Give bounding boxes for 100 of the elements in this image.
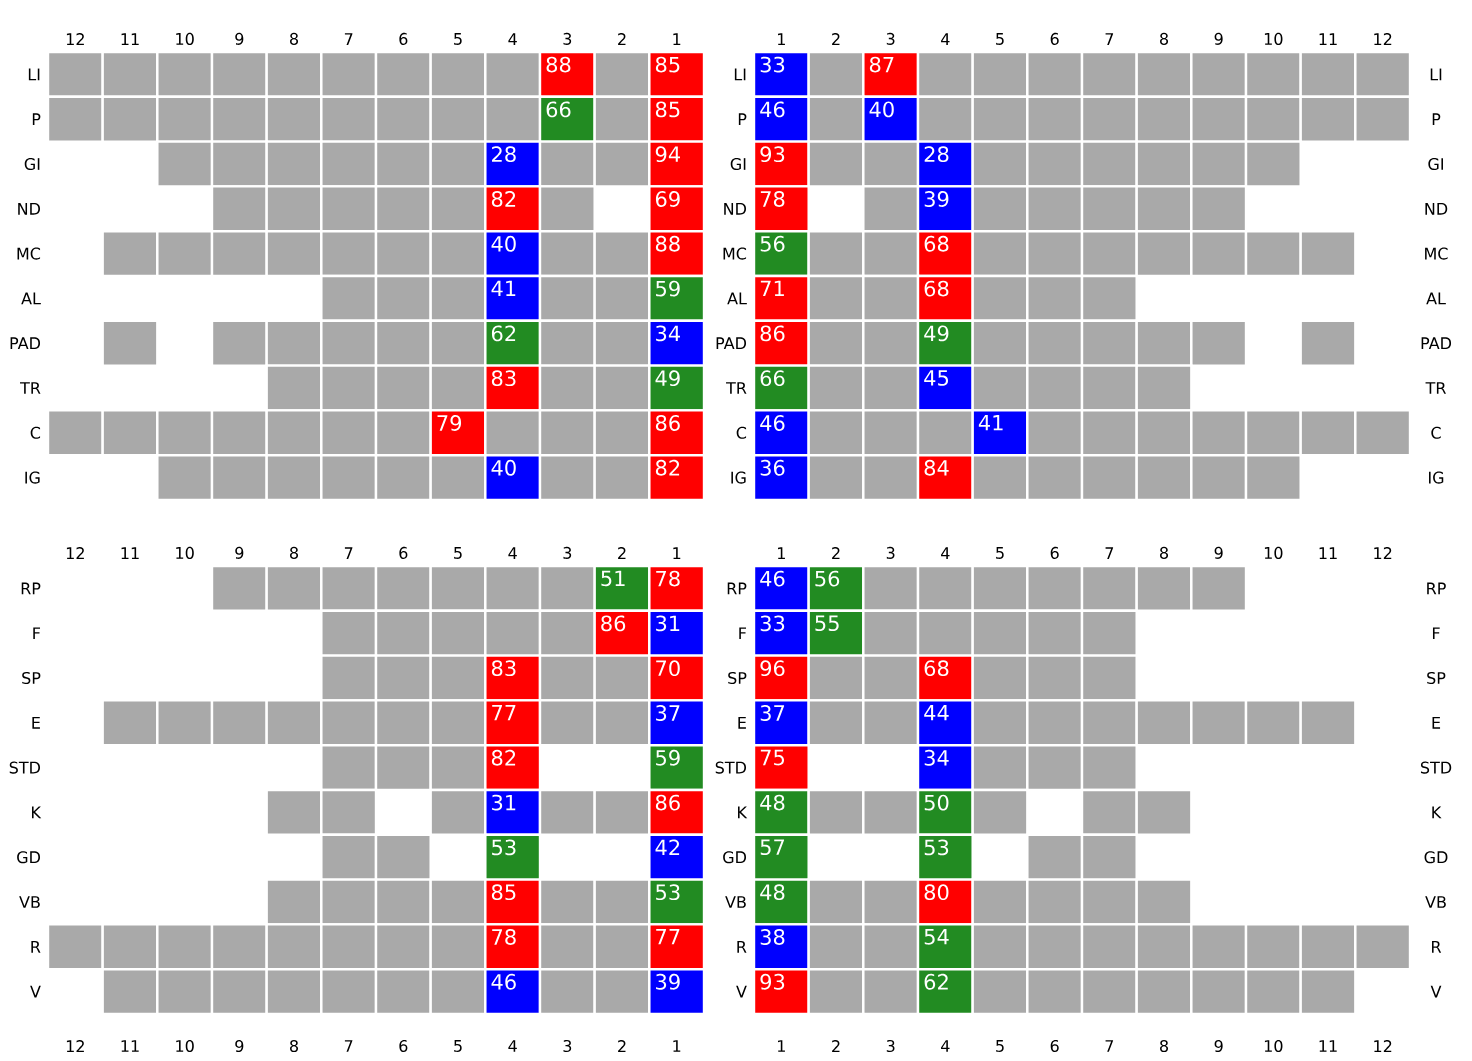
x-tick-label: 12 <box>66 547 84 559</box>
data-label: 28 <box>492 146 516 163</box>
data-label: 80 <box>924 884 949 901</box>
x-tick-label: 4 <box>508 33 517 45</box>
y-tick-label: SP <box>728 671 747 685</box>
category-label: 5 <box>454 1040 462 1052</box>
x-tick-label: 7 <box>344 33 353 45</box>
data-label: 85 <box>491 884 516 901</box>
x-tick-label: 6 <box>1050 32 1059 45</box>
data-label: 86 <box>655 415 680 431</box>
y2-tick-label: STD <box>1420 761 1452 774</box>
y-tick-label: LI <box>28 68 40 81</box>
x-tick-label: 1 <box>673 547 681 559</box>
data-label: 46 <box>760 101 785 118</box>
data-label: 53 <box>492 839 516 856</box>
data-label: 49 <box>655 370 680 387</box>
y-tick-label: VB <box>19 896 40 908</box>
y2-tick-label: GD <box>1424 851 1448 864</box>
data-label: 53 <box>656 884 680 901</box>
y2-tick-label: GI <box>1428 157 1443 171</box>
data-label: 59 <box>656 749 680 766</box>
data-label: 37 <box>760 705 785 721</box>
x-tick-label: 8 <box>1160 546 1169 559</box>
data-label: 83 <box>491 370 516 387</box>
data-label: 57 <box>760 839 785 856</box>
x-tick-label: 10 <box>1264 32 1283 45</box>
y-tick-label: TR <box>726 382 747 394</box>
data-label: 93 <box>760 973 785 990</box>
y-tick-label: P <box>32 113 41 126</box>
category-label: 7 <box>1105 1040 1114 1052</box>
x-tick-label: 10 <box>176 546 194 559</box>
x-tick-label: 4 <box>941 33 950 45</box>
y-tick-label: STD <box>9 761 41 774</box>
x-tick-label: 11 <box>121 547 139 559</box>
y-tick-label: ND <box>18 202 40 215</box>
data-label: 40 <box>869 101 894 118</box>
data-label: 42 <box>655 839 680 856</box>
x-tick-label: 6 <box>1050 546 1059 559</box>
data-label: 59 <box>656 280 680 297</box>
data-label: 87 <box>869 56 894 73</box>
category-label: 3 <box>886 1039 895 1053</box>
data-label: 44 <box>924 705 949 721</box>
y2-tick-label: P <box>1432 113 1441 126</box>
y-tick-label: ND <box>724 202 747 215</box>
data-label: 86 <box>760 325 785 342</box>
y2-tick-label: PAD <box>1421 337 1452 350</box>
y-tick-label: K <box>738 806 748 819</box>
data-label: 46 <box>760 415 785 431</box>
y-tick-label: SP <box>22 671 41 685</box>
x-tick-label: 2 <box>832 547 840 559</box>
data-label: 86 <box>655 794 680 811</box>
y-tick-label: MC <box>723 247 747 260</box>
data-label: 82 <box>655 459 680 476</box>
y2-tick-label: SP <box>1427 671 1446 685</box>
category-label: 1 <box>778 1040 785 1052</box>
data-label: 56 <box>760 235 785 252</box>
y-tick-label: GI <box>24 157 40 171</box>
data-label: 77 <box>656 929 680 945</box>
data-label: 40 <box>491 235 516 252</box>
x-tick-label: 5 <box>996 547 1004 559</box>
data-label: 78 <box>492 929 516 945</box>
y-tick-label: C <box>30 426 41 439</box>
data-label: 33 <box>760 615 785 632</box>
x-tick-label: 9 <box>1214 32 1223 45</box>
category-label: 9 <box>1214 1039 1223 1053</box>
y2-tick-label: RP <box>1427 582 1446 595</box>
data-label: 68 <box>924 660 949 677</box>
x-tick-label: 1 <box>778 33 785 45</box>
y2-tick-label: V <box>1430 985 1442 998</box>
data-label: 38 <box>760 929 785 945</box>
y2-tick-label: VB <box>1425 896 1446 908</box>
y-tick-label: AL <box>727 292 747 305</box>
category-label: 10 <box>1264 1039 1283 1053</box>
x-tick-label: 5 <box>454 547 462 559</box>
data-label: 48 <box>760 794 785 811</box>
y-tick-label: IG <box>731 471 746 484</box>
x-tick-label: 5 <box>454 33 462 45</box>
data-label: 39 <box>924 191 949 207</box>
y-tick-label: TR <box>20 382 41 394</box>
y-tick-label: F <box>739 627 747 640</box>
y2-tick-label: TR <box>1425 382 1447 394</box>
data-label: 39 <box>656 973 680 990</box>
data-label: 28 <box>924 146 949 163</box>
x-tick-label: 11 <box>1319 547 1337 559</box>
y2-tick-label: C <box>1431 426 1441 439</box>
category-label: 2 <box>618 1040 626 1052</box>
data-label: 46 <box>760 570 785 587</box>
x-tick-label: 7 <box>344 547 353 559</box>
data-label: 82 <box>491 749 516 766</box>
x-tick-label: 9 <box>235 32 244 45</box>
data-label: 36 <box>760 459 785 476</box>
data-label: 40 <box>491 459 516 476</box>
data-label: 93 <box>760 146 785 163</box>
category-label: 3 <box>563 1039 572 1053</box>
data-label: 45 <box>924 370 949 386</box>
x-tick-label: 12 <box>66 33 84 45</box>
data-label: 79 <box>437 415 462 431</box>
category-label: 8 <box>290 1039 299 1053</box>
y2-tick-label: LI <box>1430 68 1442 81</box>
x-tick-label: 8 <box>290 32 299 45</box>
